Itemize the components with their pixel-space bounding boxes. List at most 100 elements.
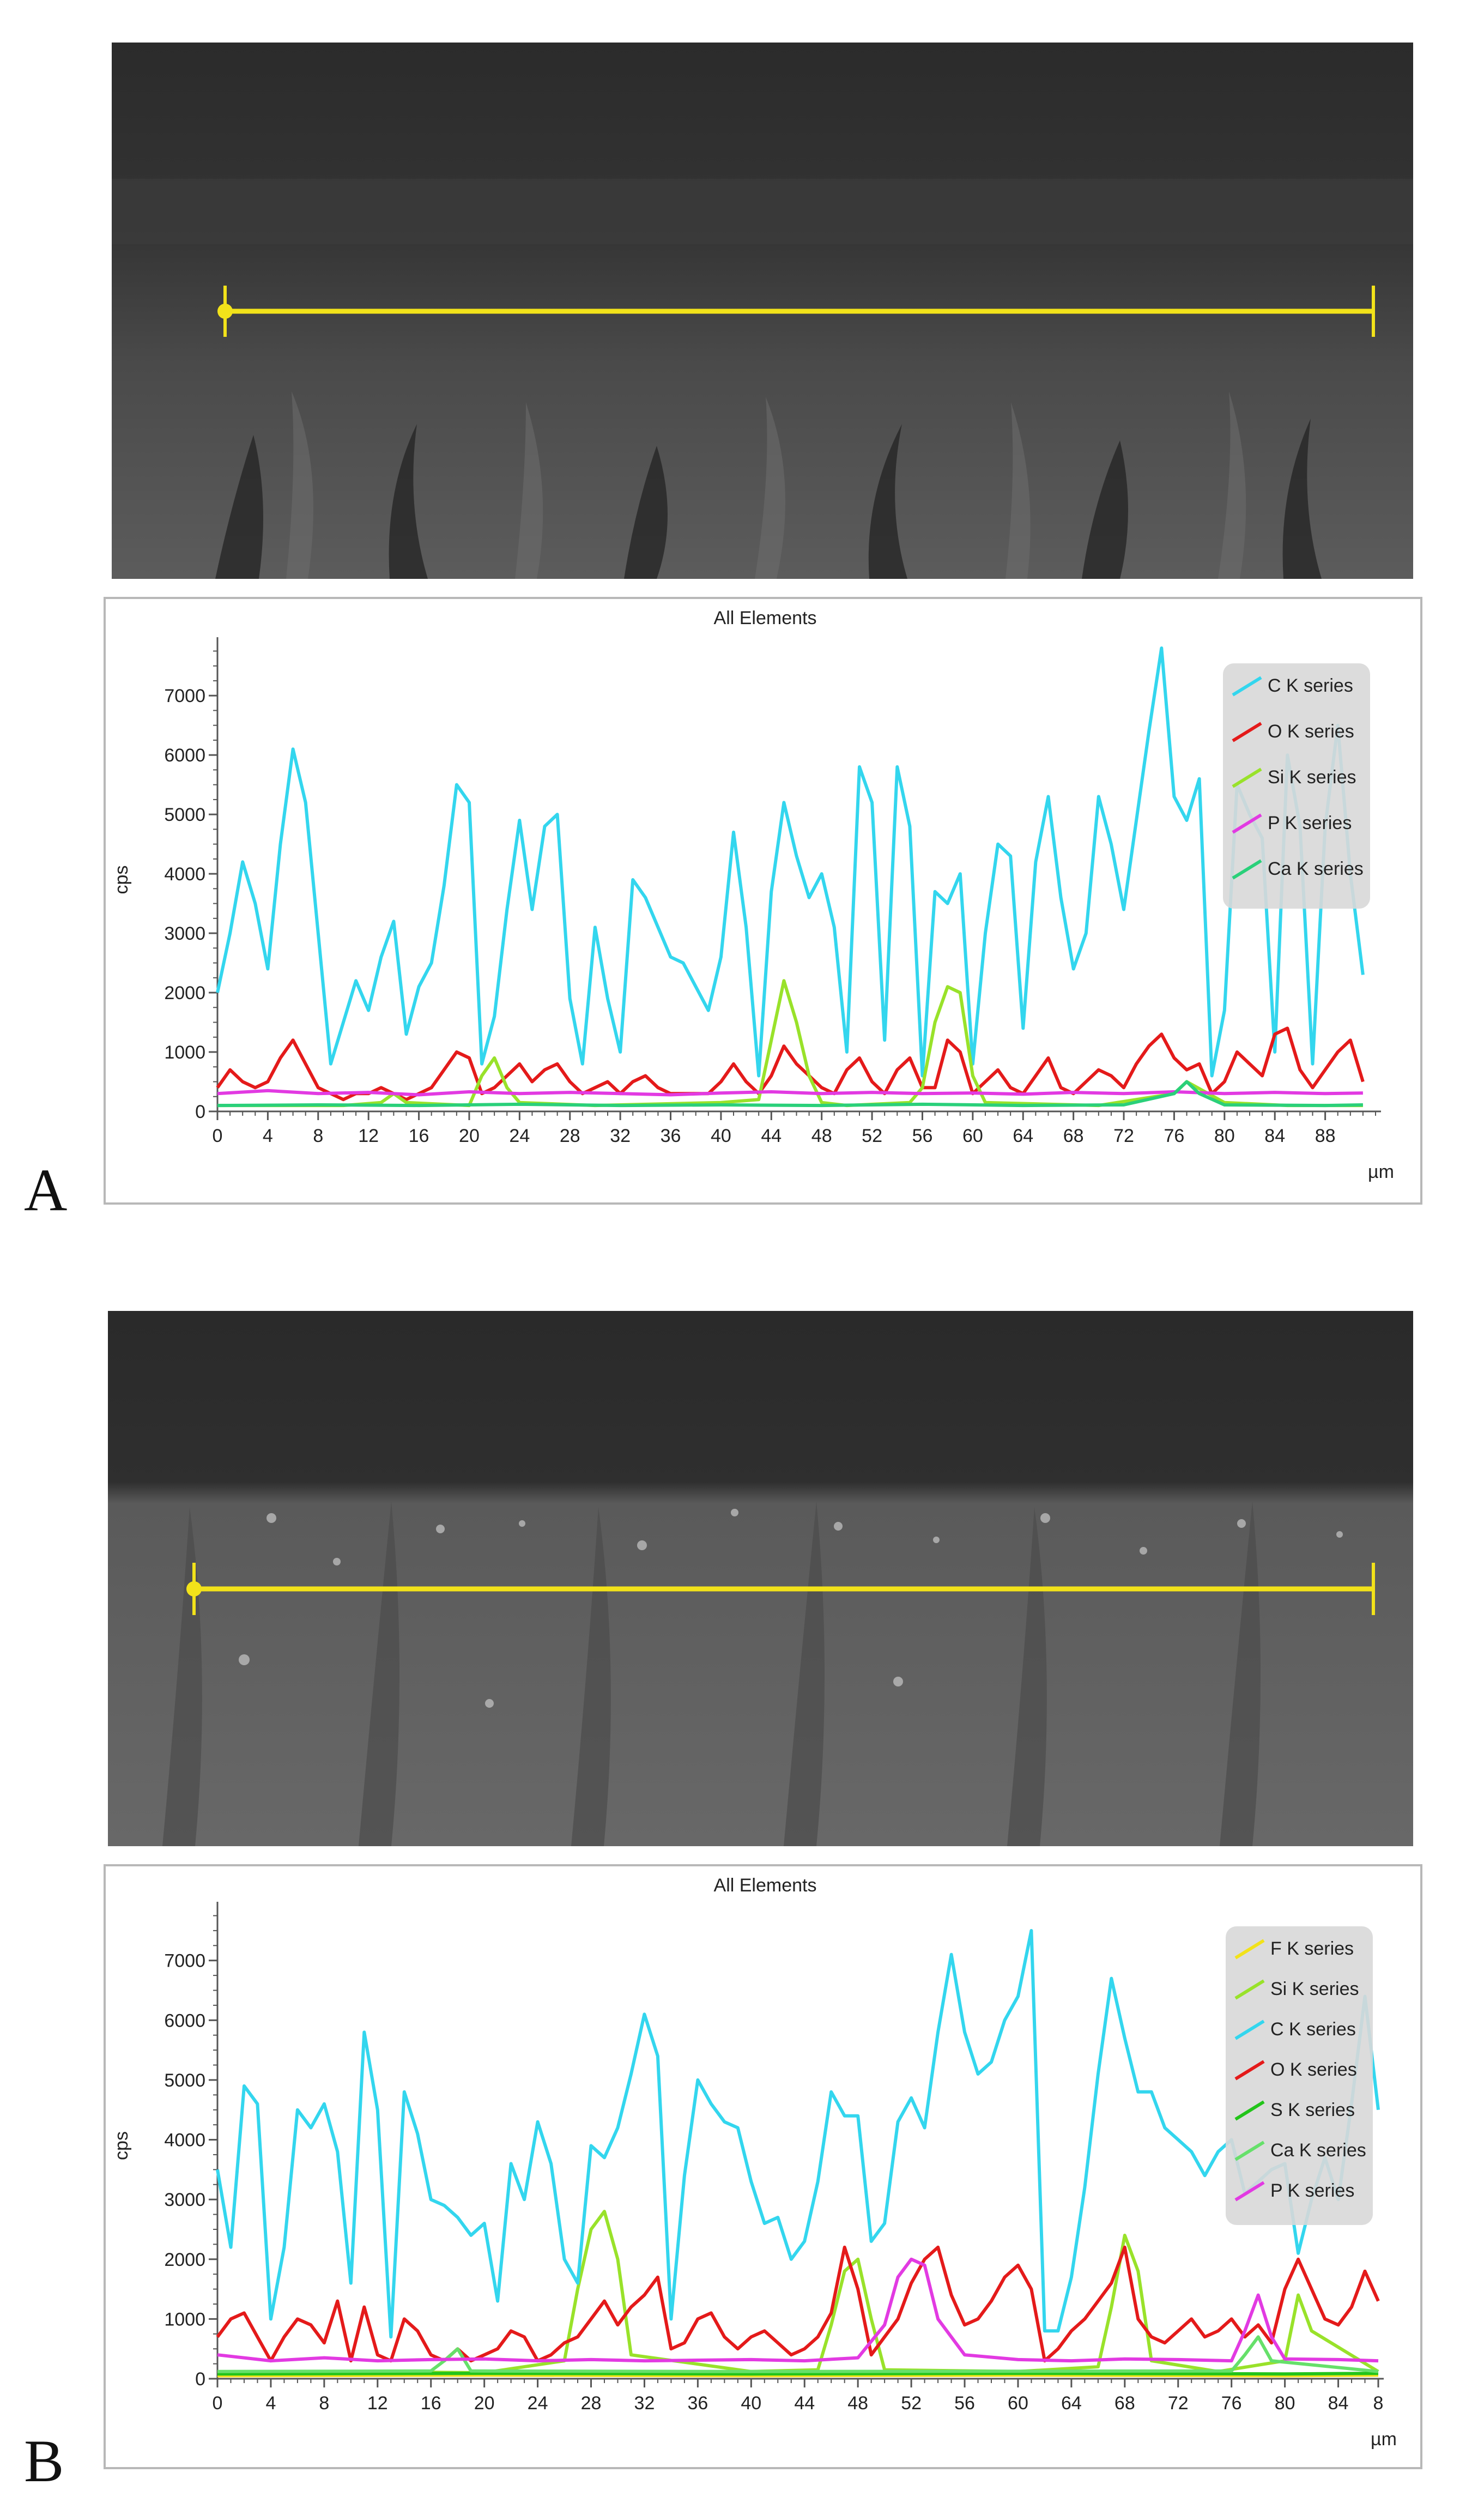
y-tick-label: 4000 [164, 864, 205, 885]
series-line-ca-k-series [217, 2335, 1379, 2373]
legend-label: Ca K series [1268, 858, 1364, 879]
x-tick-label: 40 [711, 1126, 731, 1146]
scan-line-b [186, 1563, 1375, 1615]
x-tick-label: 84 [1328, 2393, 1349, 2414]
legend-label: P K series [1270, 2180, 1354, 2201]
x-tick-label: 12 [358, 1126, 379, 1146]
legend-swatch [1234, 2181, 1265, 2202]
legend-swatch [1234, 2100, 1265, 2121]
y-axis-label: cps [111, 2131, 132, 2160]
x-tick-label: 0 [213, 2393, 223, 2414]
x-tick-label: 36 [687, 2393, 708, 2414]
series-line-c-k-series [216, 1928, 1380, 2339]
y-tick-label: 4000 [164, 2130, 205, 2151]
y-tick-label: 5000 [164, 2070, 205, 2091]
x-tick-label: 64 [1013, 1126, 1033, 1146]
series-line-si-k-series [217, 2210, 1379, 2374]
y-tick-label: 5000 [164, 805, 205, 825]
x-tick-label: 16 [421, 2393, 441, 2414]
x-tick-label: 40 [741, 2393, 761, 2414]
legend-label: Si K series [1268, 767, 1356, 788]
x-tick-label: 48 [847, 2393, 868, 2414]
x-tick-label: 16 [409, 1126, 429, 1146]
x-tick-label: 8 [1373, 2393, 1384, 2414]
x-tick-label: 24 [509, 1126, 530, 1146]
x-tick-label: 20 [474, 2393, 495, 2414]
legend-swatch [1232, 767, 1262, 788]
series-line-s-k-series [217, 2372, 1379, 2376]
x-tick-label: 60 [1008, 2393, 1028, 2414]
legend-label: C K series [1270, 2019, 1356, 2040]
x-tick-label: 80 [1275, 2393, 1295, 2414]
legend-swatch [1234, 2060, 1265, 2081]
panel-label-a: A [24, 1157, 68, 1223]
sem-image-b [108, 1311, 1413, 1846]
y-tick-label: 6000 [164, 2010, 205, 2031]
series-line-p-k-series [217, 1089, 1363, 1097]
y-tick-label: 7000 [164, 686, 205, 706]
x-axis-label: µm [1368, 1162, 1394, 1182]
x-tick-label: 28 [581, 2393, 602, 2414]
x-tick-label: 72 [1113, 1126, 1134, 1146]
legend-swatch [1234, 2141, 1265, 2161]
x-tick-label: 56 [912, 1126, 933, 1146]
y-tick-label: 1000 [164, 2309, 205, 2330]
legend-label: P K series [1268, 813, 1352, 833]
y-tick-label: 0 [195, 2369, 205, 2390]
y-tick-label: 1000 [164, 1042, 205, 1063]
x-tick-label: 12 [367, 2393, 388, 2414]
x-tick-label: 76 [1164, 1126, 1185, 1146]
legend-swatch [1234, 1939, 1265, 1960]
x-tick-label: 76 [1221, 2393, 1242, 2414]
x-tick-label: 8 [319, 2393, 329, 2414]
chart-b: All Elements 0 1000 2000 3000 4000 5000 6000 700… [104, 1864, 1422, 2469]
x-tick-label: 80 [1214, 1126, 1235, 1146]
legend-label: S K series [1270, 2100, 1355, 2120]
legend-label: F K series [1270, 1938, 1354, 1959]
x-tick-label: 0 [213, 1126, 223, 1146]
x-axis-label: µm [1371, 2429, 1397, 2450]
y-tick-label: 7000 [164, 1951, 205, 1972]
x-tick-label: 4 [265, 2393, 276, 2414]
legend-label: Si K series [1270, 1979, 1359, 1999]
series-line-ca-k-series [217, 1080, 1363, 1108]
legend-label: Ca K series [1270, 2140, 1366, 2161]
chart-title: All Elements [714, 608, 817, 628]
legend-swatch [1234, 1979, 1265, 2000]
x-tick-label: 44 [794, 2393, 815, 2414]
x-tick-label: 44 [761, 1126, 782, 1146]
x-tick-label: 88 [1315, 1126, 1336, 1146]
scan-line-a [217, 286, 1375, 337]
x-tick-label: 8 [313, 1126, 323, 1146]
legend-label: C K series [1268, 675, 1353, 696]
series-line-o-k-series [216, 2245, 1380, 2363]
x-tick-label: 68 [1114, 2393, 1135, 2414]
series-line-p-k-series [217, 2257, 1379, 2363]
legend-swatch [1232, 859, 1262, 880]
x-tick-label: 24 [528, 2393, 548, 2414]
x-tick-label: 20 [459, 1126, 480, 1146]
x-tick-label: 64 [1061, 2393, 1082, 2414]
x-tick-label: 28 [560, 1126, 580, 1146]
x-tick-label: 68 [1063, 1126, 1084, 1146]
x-tick-label: 32 [634, 2393, 655, 2414]
legend-box [1226, 1926, 1373, 2225]
legend-label: O K series [1268, 721, 1354, 742]
y-tick-label: 3000 [164, 2190, 205, 2210]
x-tick-label: 52 [901, 2393, 922, 2414]
legend-label: O K series [1270, 2059, 1357, 2080]
y-tick-label: 6000 [164, 745, 205, 766]
series-line-c-k-series [216, 646, 1365, 1078]
panel-label-b: B [24, 2428, 64, 2494]
legend-swatch [1232, 722, 1262, 742]
sem-image-a [112, 43, 1413, 579]
x-tick-label: 4 [263, 1126, 273, 1146]
x-tick-label: 52 [862, 1126, 882, 1146]
legend-swatch [1232, 813, 1262, 834]
y-tick-label: 2000 [164, 983, 205, 1003]
x-tick-label: 48 [811, 1126, 832, 1146]
x-tick-label: 56 [954, 2393, 975, 2414]
chart-title: All Elements [714, 1875, 817, 1896]
y-tick-label: 3000 [164, 923, 205, 944]
chart-a: All Elements 0 1000 2000 3000 4000 5000 6000 700… [104, 597, 1422, 1205]
